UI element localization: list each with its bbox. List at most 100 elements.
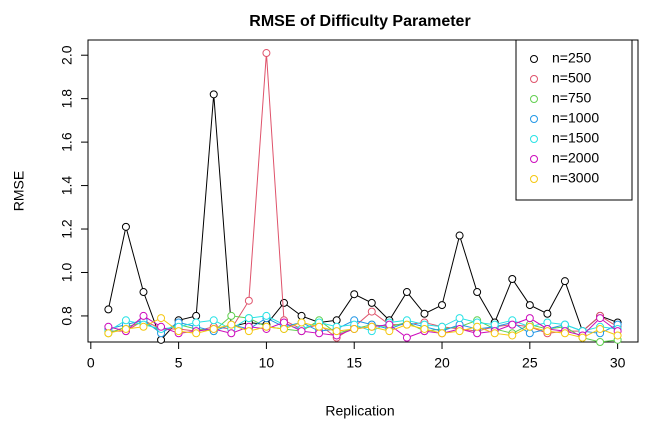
data-point bbox=[104, 329, 113, 338]
x-tick-label: 20 bbox=[434, 355, 450, 371]
x-tick-label: 0 bbox=[87, 355, 95, 371]
legend-symbol bbox=[530, 75, 538, 83]
data-point bbox=[332, 327, 341, 336]
data-point bbox=[227, 329, 236, 338]
data-point bbox=[244, 296, 253, 305]
y-tick-label: 1.6 bbox=[59, 132, 75, 152]
legend-symbol bbox=[530, 115, 538, 123]
legend-symbol bbox=[530, 135, 538, 143]
data-point bbox=[596, 338, 605, 346]
data-point bbox=[455, 314, 464, 323]
data-point bbox=[508, 331, 517, 340]
y-tick-label: 0.8 bbox=[59, 306, 75, 326]
legend-symbol bbox=[530, 95, 538, 103]
x-axis-label: Replication bbox=[325, 403, 394, 419]
data-point bbox=[279, 318, 288, 327]
y-tick-label: 1.2 bbox=[59, 219, 75, 239]
data-point bbox=[227, 311, 236, 320]
data-point bbox=[315, 322, 324, 331]
data-point bbox=[192, 318, 201, 327]
data-point bbox=[121, 324, 130, 333]
data-point bbox=[174, 327, 183, 336]
data-point bbox=[297, 318, 306, 327]
data-point bbox=[473, 329, 482, 338]
data-point bbox=[525, 329, 534, 338]
data-point bbox=[350, 290, 359, 299]
data-point bbox=[157, 314, 166, 323]
x-tick-label: 30 bbox=[610, 355, 626, 371]
data-point bbox=[227, 320, 236, 329]
data-point bbox=[525, 314, 534, 323]
data-point bbox=[209, 324, 218, 333]
y-tick-label: 1.4 bbox=[59, 176, 75, 196]
data-point bbox=[420, 309, 429, 318]
y-tick-label: 2.0 bbox=[59, 45, 75, 65]
y-tick-label: 1.8 bbox=[59, 89, 75, 109]
data-point bbox=[262, 311, 271, 320]
data-point bbox=[367, 307, 376, 316]
data-point bbox=[596, 324, 605, 333]
x-tick-label: 15 bbox=[346, 355, 362, 371]
legend-label: n=3000 bbox=[552, 170, 599, 186]
chart-title: RMSE of Difficulty Parameter bbox=[249, 13, 470, 30]
data-point bbox=[367, 322, 376, 331]
data-point bbox=[402, 288, 411, 297]
data-point bbox=[490, 329, 499, 338]
data-point bbox=[104, 322, 113, 331]
data-point bbox=[121, 222, 130, 231]
data-point bbox=[139, 322, 148, 331]
y-axis-label: RMSE bbox=[11, 171, 27, 211]
data-point bbox=[402, 333, 411, 342]
data-point bbox=[560, 329, 569, 338]
data-point bbox=[473, 322, 482, 331]
data-point bbox=[543, 327, 552, 336]
legend-label: n=1500 bbox=[552, 130, 599, 146]
data-point bbox=[543, 318, 552, 327]
data-point bbox=[209, 316, 218, 325]
data-point bbox=[438, 301, 447, 310]
data-point bbox=[385, 327, 394, 336]
legend-label: n=500 bbox=[552, 70, 592, 86]
data-point bbox=[315, 329, 324, 338]
x-tick-label: 10 bbox=[259, 355, 275, 371]
data-point bbox=[402, 320, 411, 329]
data-point bbox=[525, 322, 534, 331]
data-point bbox=[385, 320, 394, 329]
legend-label: n=2000 bbox=[552, 150, 599, 166]
data-point bbox=[543, 309, 552, 318]
legend-label: n=750 bbox=[552, 90, 592, 106]
data-point bbox=[279, 324, 288, 333]
data-point bbox=[420, 324, 429, 333]
data-point bbox=[490, 320, 499, 329]
legend-box bbox=[515, 39, 633, 201]
data-point bbox=[297, 311, 306, 320]
data-point bbox=[244, 327, 253, 336]
legend-label: n=1000 bbox=[552, 110, 599, 126]
data-point bbox=[192, 329, 201, 338]
data-point bbox=[332, 316, 341, 325]
data-point bbox=[244, 314, 253, 323]
y-tick-label: 1.0 bbox=[59, 263, 75, 283]
data-point bbox=[508, 274, 517, 283]
data-point bbox=[104, 305, 113, 314]
data-point bbox=[438, 329, 447, 338]
data-point bbox=[613, 331, 622, 340]
legend-symbol bbox=[530, 175, 538, 183]
data-point bbox=[157, 322, 166, 331]
data-point bbox=[438, 322, 447, 331]
data-point bbox=[121, 316, 130, 325]
data-point bbox=[209, 90, 218, 99]
x-tick-label: 25 bbox=[522, 355, 538, 371]
data-point bbox=[192, 311, 201, 320]
legend-label: n=250 bbox=[552, 50, 592, 66]
data-point bbox=[473, 288, 482, 297]
data-point bbox=[455, 327, 464, 336]
data-point bbox=[139, 288, 148, 297]
legend-symbol bbox=[530, 155, 538, 163]
legend-symbol bbox=[530, 55, 538, 63]
data-point bbox=[455, 231, 464, 240]
data-point bbox=[596, 314, 605, 323]
data-point bbox=[279, 298, 288, 307]
data-point bbox=[525, 301, 534, 310]
data-point bbox=[262, 322, 271, 331]
